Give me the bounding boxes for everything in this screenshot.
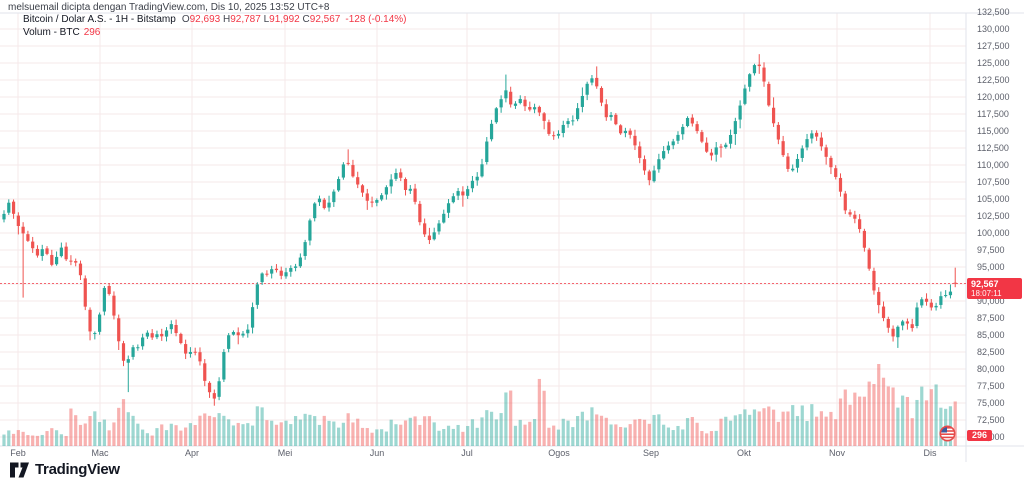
svg-text:Nov: Nov — [829, 448, 846, 458]
svg-text:Mei: Mei — [278, 448, 293, 458]
svg-text:Dis: Dis — [924, 448, 937, 458]
svg-text:115,000: 115,000 — [977, 126, 1009, 136]
last-price-value: 92,567 — [971, 279, 999, 289]
svg-text:122,500: 122,500 — [977, 75, 1010, 85]
svg-text:125,000: 125,000 — [977, 58, 1010, 68]
svg-text:90,000: 90,000 — [977, 296, 1005, 306]
bar-countdown: 18:07:11 — [971, 289, 1002, 298]
svg-text:Ogos: Ogos — [548, 448, 570, 458]
svg-text:102,500: 102,500 — [977, 211, 1010, 221]
last-price-badge: 92,567 18:07:11 — [967, 278, 1022, 299]
svg-text:107,500: 107,500 — [977, 177, 1010, 187]
svg-text:77,500: 77,500 — [977, 381, 1005, 391]
svg-text:80,000: 80,000 — [977, 364, 1005, 374]
tradingview-logomark — [10, 462, 29, 477]
svg-text:110,000: 110,000 — [977, 160, 1009, 170]
svg-text:Jul: Jul — [461, 448, 473, 458]
attribution-text: melsuemail dicipta dengan TradingView.co… — [8, 2, 330, 13]
ohlc-open-label: O — [181, 14, 190, 25]
ohlc-low-label: L — [263, 14, 270, 25]
svg-text:95,000: 95,000 — [977, 262, 1005, 272]
ohlc-high-label: H — [222, 14, 231, 25]
svg-text:Sep: Sep — [643, 448, 659, 458]
volume-value: 296 — [83, 27, 101, 38]
legend-volume-row[interactable]: Volum - BTC 296 — [23, 27, 407, 39]
us-flag-icon — [939, 425, 956, 442]
svg-text:132,500: 132,500 — [977, 7, 1010, 17]
svg-text:82,500: 82,500 — [977, 347, 1005, 357]
svg-text:130,000: 130,000 — [977, 24, 1010, 34]
svg-text:105,000: 105,000 — [977, 194, 1010, 204]
svg-text:97,500: 97,500 — [977, 245, 1005, 255]
legend-symbol-row[interactable]: Bitcoin / Dolar A.S. - 1H - Bitstamp O92,… — [23, 14, 407, 26]
svg-text:Okt: Okt — [737, 448, 752, 458]
ohlc-close-value: 92,567 — [309, 14, 341, 25]
ohlc-close-label: C — [302, 14, 310, 25]
svg-text:100,000: 100,000 — [977, 228, 1010, 238]
volume-title: Volum - BTC — [23, 27, 80, 38]
tradingview-logo-text: TradingView — [35, 461, 120, 478]
svg-text:Feb: Feb — [10, 448, 26, 458]
svg-text:87,500: 87,500 — [977, 313, 1005, 323]
volume-axis-badge: 296 — [967, 430, 993, 441]
ohlc-open-value: 92,693 — [189, 14, 221, 25]
svg-text:Jun: Jun — [370, 448, 385, 458]
svg-text:112,500: 112,500 — [977, 143, 1009, 153]
svg-text:Apr: Apr — [185, 448, 199, 458]
svg-text:Mac: Mac — [91, 448, 109, 458]
symbol-title: Bitcoin / Dolar A.S. - 1H - Bitstamp — [23, 14, 176, 25]
svg-text:117,500: 117,500 — [977, 109, 1009, 119]
ohlc-low-value: 91,992 — [269, 14, 300, 25]
svg-text:120,000: 120,000 — [977, 92, 1010, 102]
ohlc-high-value: 92,787 — [230, 14, 261, 25]
change-value: -128 (-0.14%) — [345, 14, 407, 25]
svg-text:72,500: 72,500 — [977, 415, 1005, 425]
svg-text:127,500: 127,500 — [977, 41, 1010, 51]
svg-text:75,000: 75,000 — [977, 398, 1005, 408]
tradingview-logo[interactable]: TradingView — [10, 461, 120, 478]
chart-legend[interactable]: Bitcoin / Dolar A.S. - 1H - Bitstamp O92,… — [23, 14, 407, 39]
svg-text:85,000: 85,000 — [977, 330, 1005, 340]
